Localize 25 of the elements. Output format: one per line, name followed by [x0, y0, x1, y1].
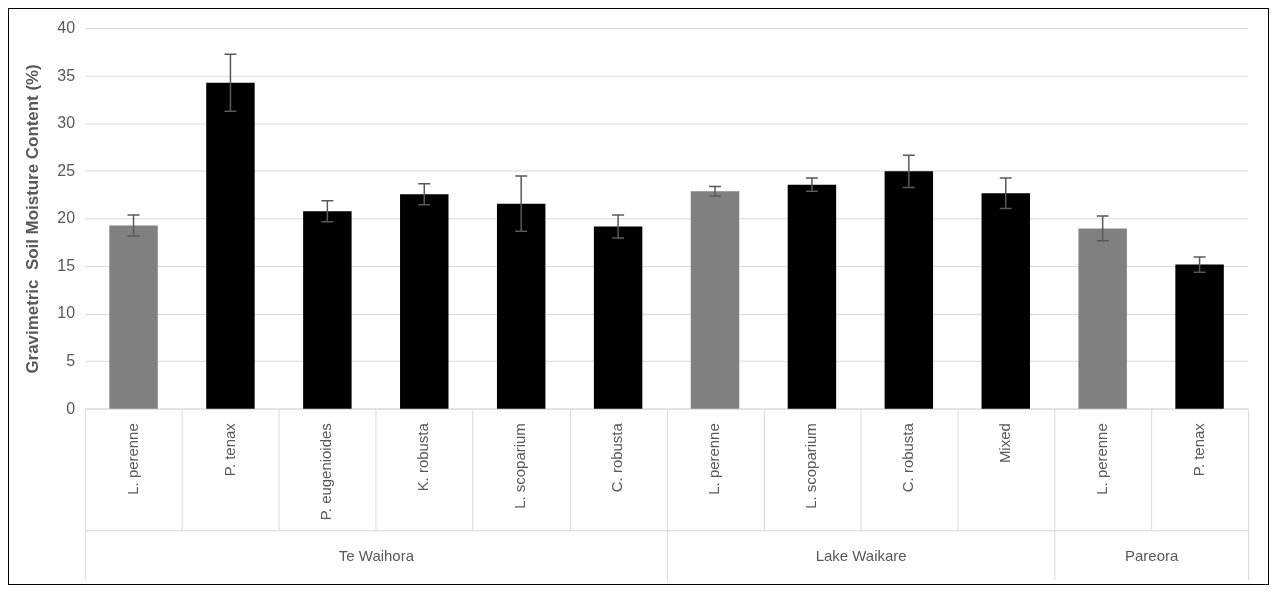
y-tick-label: 25 — [57, 161, 76, 179]
y-axis-title: Gravimetric Soil Moisture Content (%) — [22, 64, 42, 374]
text: Te Waihora — [338, 547, 415, 565]
x-tick-label: L. scoparium — [511, 423, 529, 509]
text: Lake Waikare — [815, 547, 907, 565]
x-tick-label: L. perenne — [1092, 423, 1110, 495]
x-tick-label: K. robusta — [414, 422, 432, 492]
x-tick-label: L. scoparium — [802, 423, 820, 509]
y-tick-label: 0 — [66, 399, 76, 417]
x-tick-label: C. robusta — [898, 422, 916, 493]
x-tick-label: P. eugenioides — [317, 423, 335, 521]
y-tick-label: 35 — [57, 66, 76, 84]
y-tick-label: 10 — [57, 304, 76, 322]
y-tick-label: 20 — [57, 209, 76, 227]
x-tick-label: P. tenax — [1189, 422, 1207, 477]
y-tick-label: 5 — [66, 352, 76, 370]
x-tick-label: L. perenne — [123, 423, 141, 495]
text: Pareora — [1125, 547, 1179, 565]
x-tick-label: L. perenne — [705, 423, 723, 495]
x-tick-label: Mixed — [995, 423, 1013, 464]
y-tick-label: 15 — [57, 256, 76, 274]
y-tick-label: 30 — [57, 114, 76, 132]
x-tick-label: C. robusta — [608, 422, 626, 493]
y-tick-label: 40 — [57, 18, 76, 36]
x-tick-label: P. tenax — [220, 422, 238, 477]
